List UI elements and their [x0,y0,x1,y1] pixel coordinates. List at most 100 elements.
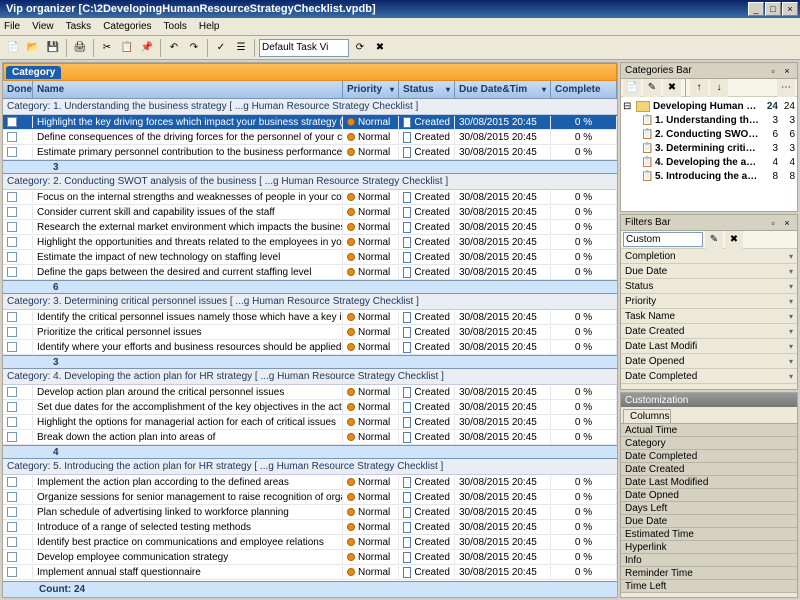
checkbox[interactable] [7,237,17,247]
customization-item[interactable]: Due Date [621,515,797,528]
checkbox[interactable] [7,492,17,502]
menu-categories[interactable]: Categories [103,21,151,32]
task-row[interactable]: Identify where your efforts and business… [3,340,617,355]
customization-item[interactable]: Date Created [621,463,797,476]
task-row[interactable]: Focus on the internal strengths and weak… [3,190,617,205]
category-tab[interactable]: Category [6,66,61,79]
task-row[interactable]: Identify the critical personnel issues n… [3,310,617,325]
checkbox[interactable] [7,402,17,412]
toolbar-open-icon[interactable]: 📂 [24,39,42,57]
checkbox[interactable] [7,117,17,127]
toolbar-print-icon[interactable]: 🖨 [71,39,89,57]
customization-item[interactable]: Time Left [621,580,797,593]
task-row[interactable]: Highlight the opportunities and threats … [3,235,617,250]
task-row[interactable]: Research the external market environment… [3,220,617,235]
toolbar-undo-icon[interactable]: ↶ [165,39,183,57]
menu-help[interactable]: Help [199,21,220,32]
column-priority[interactable]: Priority▾ [343,81,399,98]
filter-item[interactable]: Status▾ [621,279,797,294]
task-row[interactable]: Implement annual staff questionnaireNorm… [3,565,617,580]
checkbox[interactable] [7,522,17,532]
menu-tasks[interactable]: Tasks [66,21,92,32]
filter-clear-icon[interactable]: ✖ [725,231,743,249]
toolbar-copy-icon[interactable]: 📋 [118,39,136,57]
toolbar-new-icon[interactable]: 📄 [4,39,22,57]
filter-item[interactable]: Completion▾ [621,249,797,264]
cat-new-icon[interactable]: 📄 [623,79,641,97]
checkbox[interactable] [7,222,17,232]
dropdown-icon[interactable]: ▾ [789,297,793,306]
tree-item[interactable]: 📋5. Introducing the action plan f88 [623,169,795,183]
tree-item[interactable]: 📋1. Understanding the business33 [623,113,795,127]
checkbox[interactable] [7,207,17,217]
panel-pin-icon[interactable]: ▫ [767,217,779,229]
task-row[interactable]: Implement the action plan according to t… [3,475,617,490]
minimize-button[interactable]: _ [748,2,764,16]
task-row[interactable]: Highlight the key driving forces which i… [3,115,617,130]
dropdown-icon[interactable]: ▾ [789,327,793,336]
column-done[interactable]: Done [3,81,33,98]
task-row[interactable]: Estimate primary personnel contribution … [3,145,617,160]
column-status[interactable]: Status▾ [399,81,455,98]
checkbox[interactable] [7,387,17,397]
checkbox[interactable] [7,552,17,562]
toolbar-redo-icon[interactable]: ↷ [185,39,203,57]
toolbar-task-icon[interactable]: ✓ [212,39,230,57]
filter-item[interactable]: Priority▾ [621,294,797,309]
checkbox[interactable] [7,327,17,337]
checkbox[interactable] [7,432,17,442]
checkbox[interactable] [7,567,17,577]
dropdown-icon[interactable]: ▾ [789,252,793,261]
dropdown-icon[interactable]: ▾ [789,267,793,276]
checkbox[interactable] [7,192,17,202]
panel-close-icon[interactable]: × [781,65,793,77]
checkbox[interactable] [7,537,17,547]
customization-item[interactable]: Days Left [621,502,797,515]
task-row[interactable]: Break down the action plan into areas of… [3,430,617,445]
task-row[interactable]: Develop employee communication strategyN… [3,550,617,565]
filter-item[interactable]: Date Last Modifi▾ [621,339,797,354]
checkbox[interactable] [7,477,17,487]
customization-item[interactable]: Date Last Modified [621,476,797,489]
toolbar-save-icon[interactable]: 💾 [44,39,62,57]
group-row[interactable]: Category: 1. Understanding the business … [3,99,617,115]
panel-pin-icon[interactable]: ▫ [767,65,779,77]
cat-up-icon[interactable]: ↑ [690,79,708,97]
dropdown-icon[interactable]: ▾ [390,85,394,94]
tree-item[interactable]: 📋2. Conducting SWOT analysis o66 [623,127,795,141]
checkbox[interactable] [7,252,17,262]
task-row[interactable]: Prioritize the critical personnel issues… [3,325,617,340]
group-row[interactable]: Category: 2. Conducting SWOT analysis of… [3,174,617,190]
task-row[interactable]: Plan schedule of advertising linked to w… [3,505,617,520]
menu-file[interactable]: File [4,21,20,32]
customization-item[interactable]: Reminder Time [621,567,797,580]
close-button[interactable]: × [782,2,798,16]
checkbox[interactable] [7,507,17,517]
filter-apply-icon[interactable]: ✎ [705,231,723,249]
cat-edit-icon[interactable]: ✎ [643,79,661,97]
task-row[interactable]: Organize sessions for senior management … [3,490,617,505]
column-name[interactable]: Name [33,81,343,98]
panel-close-icon[interactable]: × [781,217,793,229]
checkbox[interactable] [7,417,17,427]
filter-item[interactable]: Due Date▾ [621,264,797,279]
customization-item[interactable]: Info [621,554,797,567]
customization-item[interactable]: Actual Time [621,424,797,437]
filter-item[interactable]: Date Opened▾ [621,354,797,369]
task-row[interactable]: Define consequences of the driving force… [3,130,617,145]
filter-item[interactable]: Task Name▾ [621,309,797,324]
filter-item[interactable]: Date Completed▾ [621,369,797,384]
filter-item[interactable]: Date Created▾ [621,324,797,339]
toolbar-cut-icon[interactable]: ✂ [98,39,116,57]
customization-item[interactable]: Estimated Time [621,528,797,541]
tree-item[interactable]: 📋4. Developing the action plan f44 [623,155,795,169]
toolbar-paste-icon[interactable]: 📌 [138,39,156,57]
dropdown-icon[interactable]: ▾ [789,357,793,366]
toolbar-cat-icon[interactable]: ☰ [232,39,250,57]
group-row[interactable]: Category: 5. Introducing the action plan… [3,459,617,475]
cat-del-icon[interactable]: ✖ [663,79,681,97]
task-row[interactable]: Estimate the impact of new technology on… [3,250,617,265]
checkbox[interactable] [7,267,17,277]
dropdown-icon[interactable]: ▾ [789,372,793,381]
toolbar-view-select[interactable] [259,39,349,57]
